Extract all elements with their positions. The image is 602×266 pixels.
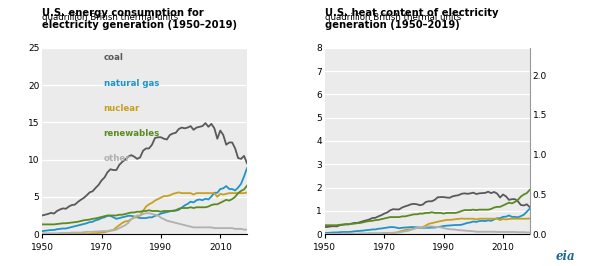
Text: natural gas: natural gas <box>104 79 159 88</box>
Text: eia: eia <box>555 250 575 263</box>
Text: U.S. heat content of electricity
generation (1950–2019): U.S. heat content of electricity generat… <box>325 8 498 30</box>
Text: quadrillion British thermal units: quadrillion British thermal units <box>42 14 178 22</box>
Text: nuclear: nuclear <box>104 104 140 113</box>
Text: U.S. energy consumption for
electricity generation (1950–2019): U.S. energy consumption for electricity … <box>42 8 237 30</box>
Text: renewables: renewables <box>104 129 160 138</box>
Text: coal: coal <box>104 53 123 63</box>
Text: quadrillion British thermal units: quadrillion British thermal units <box>325 14 461 22</box>
Text: other: other <box>104 154 130 163</box>
